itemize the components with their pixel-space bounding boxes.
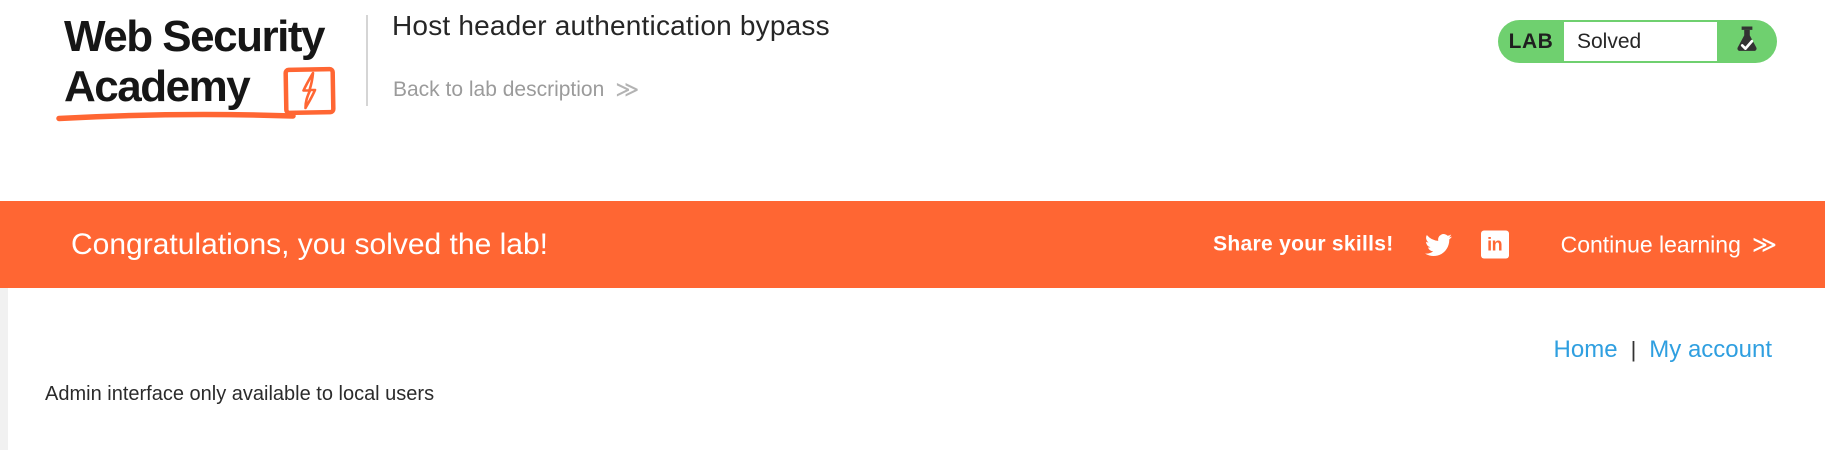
back-to-lab-description-link[interactable]: Back to lab description ≫ bbox=[393, 76, 639, 103]
scrollbar-track[interactable] bbox=[0, 288, 8, 450]
home-link[interactable]: Home bbox=[1553, 336, 1618, 363]
banner-actions: Share your skills! in Continue learning … bbox=[1213, 230, 1777, 259]
flask-check-icon bbox=[1717, 26, 1777, 57]
header: Web Security Academy Host header authent… bbox=[0, 0, 1825, 201]
logo-underline bbox=[56, 111, 296, 122]
lightning-bolt-icon bbox=[283, 66, 336, 116]
share-your-skills-label: Share your skills! bbox=[1213, 232, 1394, 256]
lab-status-value: Solved bbox=[1564, 22, 1717, 61]
back-link-label: Back to lab description bbox=[393, 77, 605, 101]
account-nav: Home | My account bbox=[1554, 336, 1772, 364]
web-security-academy-logo[interactable]: Web Security Academy bbox=[56, 12, 364, 127]
linkedin-icon[interactable]: in bbox=[1480, 230, 1509, 259]
double-chevron-icon: ≫ bbox=[615, 76, 640, 102]
twitter-icon[interactable] bbox=[1422, 231, 1455, 258]
page-title: Host header authentication bypass bbox=[392, 10, 830, 41]
header-divider bbox=[366, 15, 368, 106]
double-chevron-icon: ≫ bbox=[1751, 231, 1777, 258]
my-account-link[interactable]: My account bbox=[1649, 336, 1772, 363]
logo-text-line1: Web Security bbox=[64, 12, 325, 61]
lab-label: LAB bbox=[1508, 29, 1554, 53]
title-block: Host header authentication bypass Back t… bbox=[392, 10, 830, 102]
logo-text-line2: Academy bbox=[64, 62, 251, 111]
congratulations-message: Congratulations, you solved the lab! bbox=[71, 227, 548, 261]
linkedin-icon-text: in bbox=[1487, 234, 1503, 254]
nav-separator: | bbox=[1630, 337, 1637, 362]
congratulations-banner: Congratulations, you solved the lab! Sha… bbox=[0, 201, 1825, 288]
continue-learning-link[interactable]: Continue learning ≫ bbox=[1561, 230, 1777, 259]
continue-learning-label: Continue learning bbox=[1560, 231, 1741, 257]
admin-interface-message: Admin interface only available to local … bbox=[45, 383, 435, 405]
lab-status-badge: LAB Solved bbox=[1498, 20, 1777, 63]
